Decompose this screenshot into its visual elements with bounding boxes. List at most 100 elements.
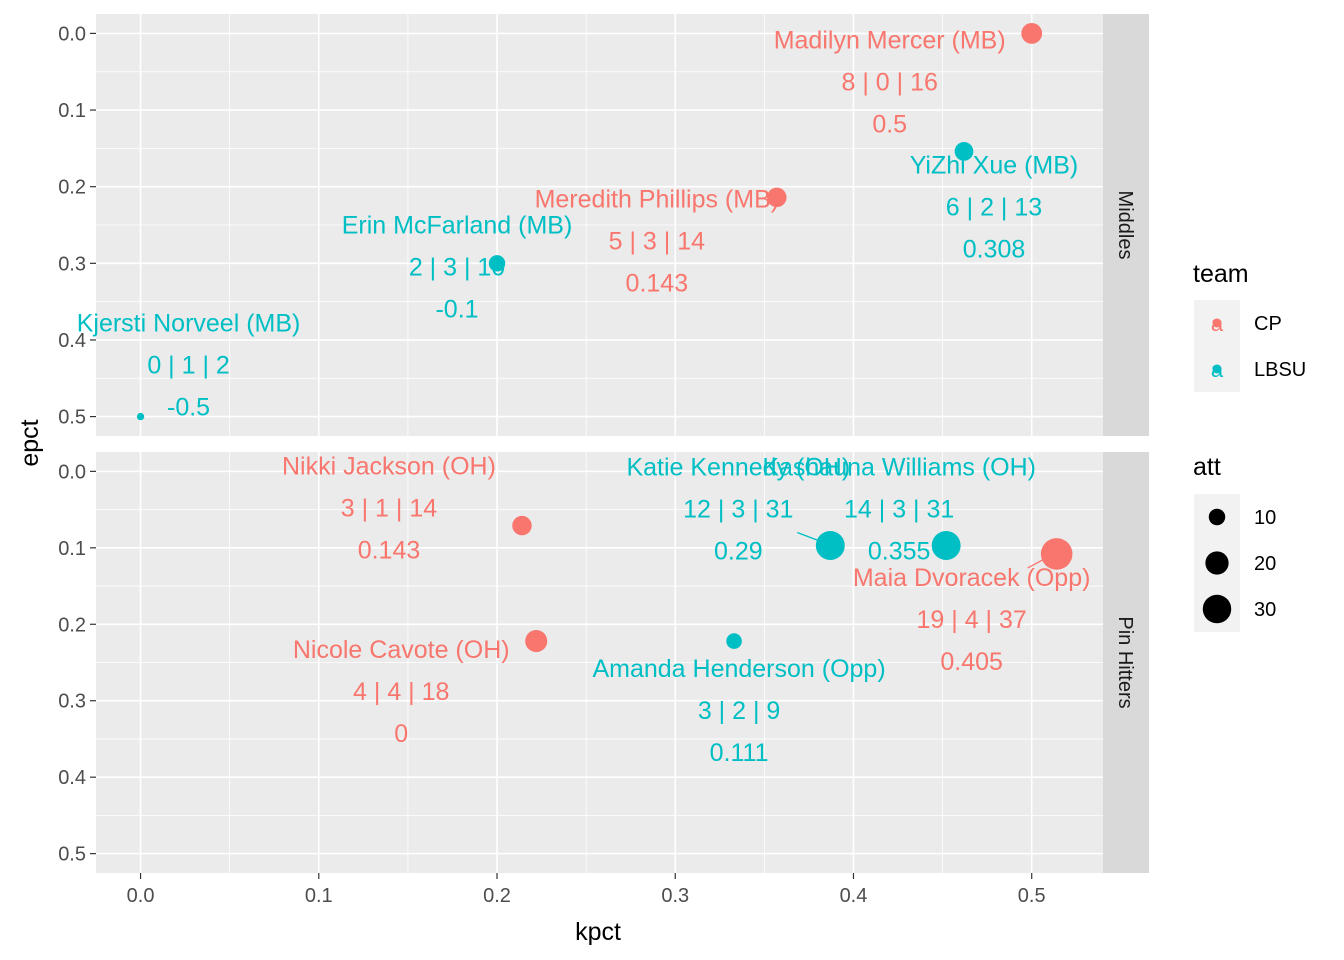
point-label-hit: 0.143: [358, 537, 421, 565]
point-label-stats: 3 | 1 | 14: [341, 495, 437, 523]
data-point: [954, 142, 974, 161]
y-tick-label: 0.3: [58, 253, 86, 275]
point-label-name: Meredith Phillips (MB): [535, 185, 780, 213]
y-tick-label: 0.1: [58, 538, 86, 560]
point-label-hit: 0: [394, 720, 408, 748]
legend-size-point: [1208, 508, 1226, 526]
point-label: Erin McFarland (MB) 2 | 3 | 10 -0.1: [342, 211, 573, 323]
x-tick-label: 0.3: [661, 885, 689, 907]
panel-0: Middles: [96, 14, 1149, 436]
point-label-stats: 12 | 3 | 31: [683, 496, 793, 524]
point-label-name: Kjersti Norveel (MB): [77, 310, 301, 338]
point-label: Nikki Jackson (OH) 3 | 1 | 14 0.143: [282, 453, 496, 565]
legend-att-label: 20: [1254, 553, 1276, 575]
point-label-stats: 0 | 1 | 2: [147, 352, 229, 380]
data-point: [525, 630, 548, 653]
point-label-hit: -0.5: [167, 394, 210, 422]
point-label-name: Amanda Henderson (Opp): [592, 655, 885, 683]
legend-att-title: att: [1193, 453, 1221, 481]
point-label-stats: 4 | 4 | 18: [353, 678, 449, 706]
x-tick-label: 0.4: [840, 885, 868, 907]
legend-att-label: 30: [1254, 599, 1276, 621]
y-axis-title: epct: [16, 419, 44, 466]
data-point: [1021, 23, 1043, 44]
point-label: Meredith Phillips (MB) 5 | 3 | 14 0.143: [535, 185, 780, 297]
facet-strip: [1103, 14, 1149, 436]
data-point: [1040, 538, 1073, 570]
point-label: Madilyn Mercer (MB) 8 | 0 | 16 0.5: [774, 26, 1006, 138]
point-label-hit: 0.29: [714, 538, 763, 566]
point-label-name: Nikki Jackson (OH): [282, 453, 496, 481]
point-label-hit: 0.355: [868, 538, 931, 566]
legend: team att a CP a LBSU 10 20 30: [1193, 260, 1306, 632]
x-axis-title: kpct: [575, 918, 621, 946]
point-label-name: Erin McFarland (MB): [342, 211, 573, 239]
point-label-hit: 0.143: [626, 269, 689, 297]
y-tick-label: 0.2: [58, 614, 86, 636]
y-tick-label: 0.3: [58, 691, 86, 713]
point-label: YiZhi Xue (MB) 6 | 2 | 13 0.308: [910, 151, 1079, 263]
legend-key-point: [1212, 318, 1222, 328]
legend-key-text-glyph: a: [1211, 357, 1224, 382]
y-tick-label: 0.5: [58, 844, 86, 866]
data-point: [815, 531, 845, 561]
x-tick-label: 0.5: [1018, 885, 1046, 907]
axes-layer: kpct epct 0.0 0.1 0.2 0.3 0.4 0.5 0.0 0.1 0.2 0.3…: [16, 23, 1046, 946]
legend-size-point: [1202, 594, 1232, 624]
label-leader-line: [1027, 559, 1043, 569]
point-label-stats: 19 | 4 | 37: [917, 606, 1027, 634]
point-label-name: Madilyn Mercer (MB): [774, 26, 1006, 54]
point-label-name: Nicole Cavote (OH): [293, 636, 510, 664]
y-tick-label: 0.0: [58, 461, 86, 483]
facet-strip-label: Pin Hitters: [1114, 616, 1136, 708]
legend-team-label: LBSU: [1254, 359, 1306, 381]
point-label: Nicole Cavote (OH) 4 | 4 | 18 0: [293, 636, 510, 748]
panels-layer: Middles Pin Hitters: [96, 14, 1149, 873]
point-label-name: Kashauna Williams (OH): [762, 454, 1036, 482]
legend-att-label: 10: [1254, 507, 1276, 529]
legend-key-text-glyph: a: [1211, 311, 1224, 336]
legend-size-point: [1205, 551, 1229, 575]
y-tick-label: 0.2: [58, 177, 86, 199]
point-label-stats: 6 | 2 | 13: [946, 193, 1042, 221]
x-tick-label: 0.2: [483, 885, 511, 907]
point-label-hit: 0.308: [963, 235, 1026, 263]
point-label: Amanda Henderson (Opp) 3 | 2 | 9 0.111: [592, 655, 885, 767]
points-layer: [136, 23, 1073, 653]
point-label-stats: 8 | 0 | 16: [842, 68, 938, 96]
y-tick-label: 0.0: [58, 23, 86, 45]
point-label-stats: 14 | 3 | 31: [844, 496, 954, 524]
y-tick-label: 0.1: [58, 100, 86, 122]
data-point: [488, 255, 506, 272]
y-tick-label: 0.4: [58, 767, 86, 789]
point-label-name: Katie Kennedy (OH): [626, 454, 850, 482]
data-point: [726, 633, 742, 649]
y-tick-label: 0.5: [58, 407, 86, 429]
point-label-hit: 0.5: [872, 110, 907, 138]
x-tick-label: 0.1: [305, 885, 333, 907]
point-label-hit: 0.111: [710, 739, 769, 767]
point-label: Kashauna Williams (OH) 14 | 3 | 31 0.355: [762, 454, 1036, 566]
label-leader-line: [797, 531, 819, 542]
point-label: Katie Kennedy (OH) 12 | 3 | 31 0.29: [626, 454, 850, 566]
point-label-hit: -0.1: [435, 295, 478, 323]
data-point: [931, 531, 961, 561]
point-label-name: YiZhi Xue (MB): [910, 151, 1079, 179]
point-label-hit: 0.405: [940, 648, 1003, 676]
data-point: [767, 187, 787, 208]
data-point: [512, 515, 532, 536]
facet-strip-label: Middles: [1114, 191, 1136, 260]
data-point: [136, 412, 145, 421]
point-label-stats: 3 | 2 | 9: [698, 697, 780, 725]
panel-1: Pin Hitters: [96, 452, 1149, 873]
point-label-stats: 2 | 3 | 10: [409, 253, 505, 281]
facet-strip: [1103, 452, 1149, 873]
legend-team-label: CP: [1254, 313, 1282, 335]
y-tick-label: 0.4: [58, 330, 86, 352]
legend-team-title: team: [1193, 260, 1249, 288]
point-label: Kjersti Norveel (MB) 0 | 1 | 2 -0.5: [77, 310, 301, 422]
point-label-stats: 5 | 3 | 14: [609, 227, 705, 255]
legend-key-point: [1212, 364, 1222, 374]
x-tick-label: 0.0: [127, 885, 155, 907]
